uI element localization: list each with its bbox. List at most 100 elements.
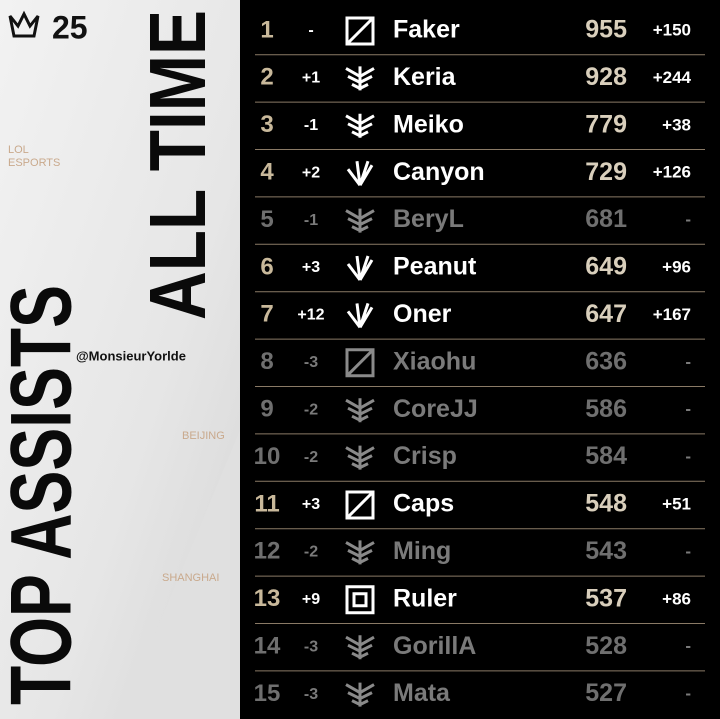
rank-change: +3 [302, 496, 320, 513]
team-icon [345, 16, 375, 46]
brand-line: LOL [8, 144, 29, 156]
team-icon [346, 302, 374, 329]
rank: 13 [254, 585, 281, 612]
team-icon [345, 66, 375, 91]
player-name: Crisp [393, 442, 457, 470]
rank-change: -2 [304, 449, 318, 466]
assists: 729 [585, 158, 627, 186]
assists-gain: +167 [653, 305, 691, 324]
assists: 528 [585, 632, 627, 660]
team-icon-shape [346, 255, 374, 281]
table-row: 4 +2 Canyon 729 +126 [260, 158, 691, 187]
team-icon [346, 255, 374, 281]
rank: 4 [260, 159, 274, 186]
team-icon-shape [345, 398, 375, 423]
table-row: 14 -3 GorillA 528 - [254, 632, 691, 660]
table-row: 2 +1 Keria 928 +244 [260, 63, 691, 91]
player-name: CoreJJ [393, 395, 478, 423]
assists: 779 [585, 110, 627, 138]
rank-change: +3 [302, 259, 320, 276]
player-name: Oner [393, 300, 452, 328]
table-row: 9 -2 CoreJJ 586 - [260, 395, 691, 423]
assists-gain: - [685, 400, 691, 419]
assists-gain: - [685, 447, 691, 466]
team-icon [345, 682, 375, 707]
table-row: 11 +3 Caps 548 +51 [254, 490, 691, 520]
team-icon [345, 113, 375, 138]
team-icon-shape [345, 635, 375, 660]
rank-change: -3 [304, 638, 318, 655]
table-row: 3 -1 Meiko 779 +38 [260, 110, 691, 138]
rank-change: -1 [304, 117, 318, 134]
team-icon-shape [345, 208, 375, 233]
player-name: Ruler [393, 584, 457, 612]
table-row: 12 -2 Ming 543 - [254, 537, 691, 565]
player-name: Caps [393, 490, 454, 518]
table-row: 5 -1 BeryL 681 - [260, 205, 691, 233]
rank-change: +2 [302, 164, 320, 181]
assists: 527 [585, 679, 627, 707]
assists: 928 [585, 63, 627, 91]
team-icon-shape [345, 445, 375, 470]
team-icon-shape [345, 490, 375, 520]
rank-change: -2 [304, 544, 318, 561]
rank-change: -2 [304, 401, 318, 418]
team-icon-shape [345, 585, 375, 615]
table-row: 7 +12 Oner 647 +167 [260, 300, 691, 329]
rank-change: -3 [304, 354, 318, 371]
assists: 586 [585, 395, 627, 423]
city: BEIJING [182, 430, 225, 442]
assists-gain: +51 [662, 494, 691, 513]
team-icon-shape [346, 160, 374, 187]
player-name: Ming [393, 537, 451, 565]
subtitle: ALL TIME [133, 10, 222, 320]
assists: 649 [585, 253, 627, 281]
assists-gain: +150 [653, 20, 691, 39]
rank: 15 [254, 680, 281, 707]
table-row: 15 -3 Mata 527 - [254, 679, 691, 707]
ranking-table: 1 - Faker 955 +150 2 +1 Keria 928 +244 3 -1 Meiko 779… [254, 16, 705, 707]
rank: 3 [260, 111, 273, 138]
player-name: GorillA [393, 632, 476, 660]
credit: @MonsieurYorlde [76, 348, 186, 363]
team-icon [345, 208, 375, 233]
table-row: 10 -2 Crisp 584 - [254, 442, 691, 470]
table-row: 6 +3 Peanut 649 +96 [260, 253, 691, 281]
player-name: BeryL [393, 205, 464, 233]
logo-icon [8, 10, 40, 38]
team-icon [345, 585, 375, 615]
rank-change: -3 [304, 686, 318, 703]
rank: 8 [260, 348, 273, 375]
team-icon [345, 540, 375, 565]
player-name: Keria [393, 63, 457, 91]
city: SHANGHAI [162, 572, 219, 584]
player-name: Canyon [393, 158, 485, 186]
title: TOP ASSISTS [0, 285, 90, 705]
assists-gain: +244 [653, 68, 692, 87]
rank-change: +12 [297, 307, 324, 324]
rank-change: +9 [302, 591, 320, 608]
assists-gain: - [685, 637, 691, 656]
table-row: 13 +9 Ruler 537 +86 [254, 584, 691, 615]
assists: 543 [585, 537, 627, 565]
assists-gain: - [685, 684, 691, 703]
brand-line: ESPORTS [8, 157, 60, 169]
rank: 11 [254, 490, 279, 517]
assists-gain: +126 [653, 163, 691, 182]
rank: 12 [254, 538, 281, 565]
player-name: Peanut [393, 253, 477, 281]
assists-gain: +86 [662, 589, 691, 608]
team-icon [345, 445, 375, 470]
rank: 1 [260, 16, 273, 43]
assists-gain: +38 [662, 115, 691, 134]
assists: 584 [585, 442, 627, 470]
team-icon [345, 490, 375, 520]
assists: 647 [585, 300, 627, 328]
assists-gain: - [685, 542, 691, 561]
rank: 14 [254, 633, 281, 660]
team-icon-shape [345, 540, 375, 565]
rank: 2 [260, 64, 273, 91]
player-name: Meiko [393, 110, 464, 138]
rank: 10 [254, 443, 281, 470]
